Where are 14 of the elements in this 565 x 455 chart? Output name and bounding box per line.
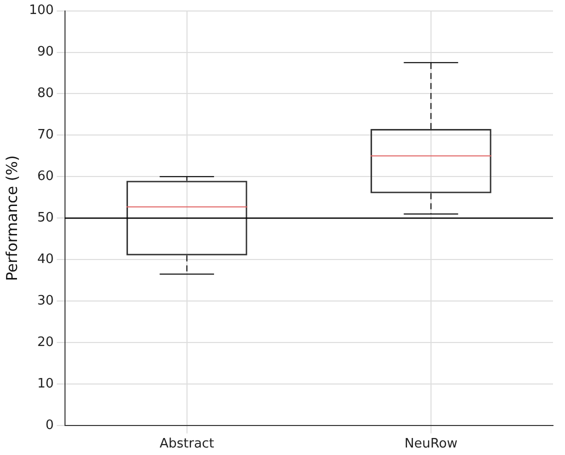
y-tick-label: 50 xyxy=(37,210,54,226)
y-tick-label: 40 xyxy=(37,252,54,267)
x-tick-label: Abstract xyxy=(160,436,214,452)
y-tick-label: 20 xyxy=(37,334,54,350)
y-tick-label: 90 xyxy=(37,44,54,60)
y-tick-label: 70 xyxy=(37,128,54,143)
y-axis-title: Performance (%) xyxy=(2,155,21,281)
y-tick-label: 30 xyxy=(37,293,54,308)
y-tick-label: 80 xyxy=(37,86,54,102)
y-tick-label: 60 xyxy=(37,169,54,184)
y-tick-label: 10 xyxy=(37,376,54,392)
y-tick-label: 0 xyxy=(46,418,54,433)
x-tick-label: NeuRow xyxy=(404,436,458,452)
y-tick-label: 100 xyxy=(28,3,54,18)
